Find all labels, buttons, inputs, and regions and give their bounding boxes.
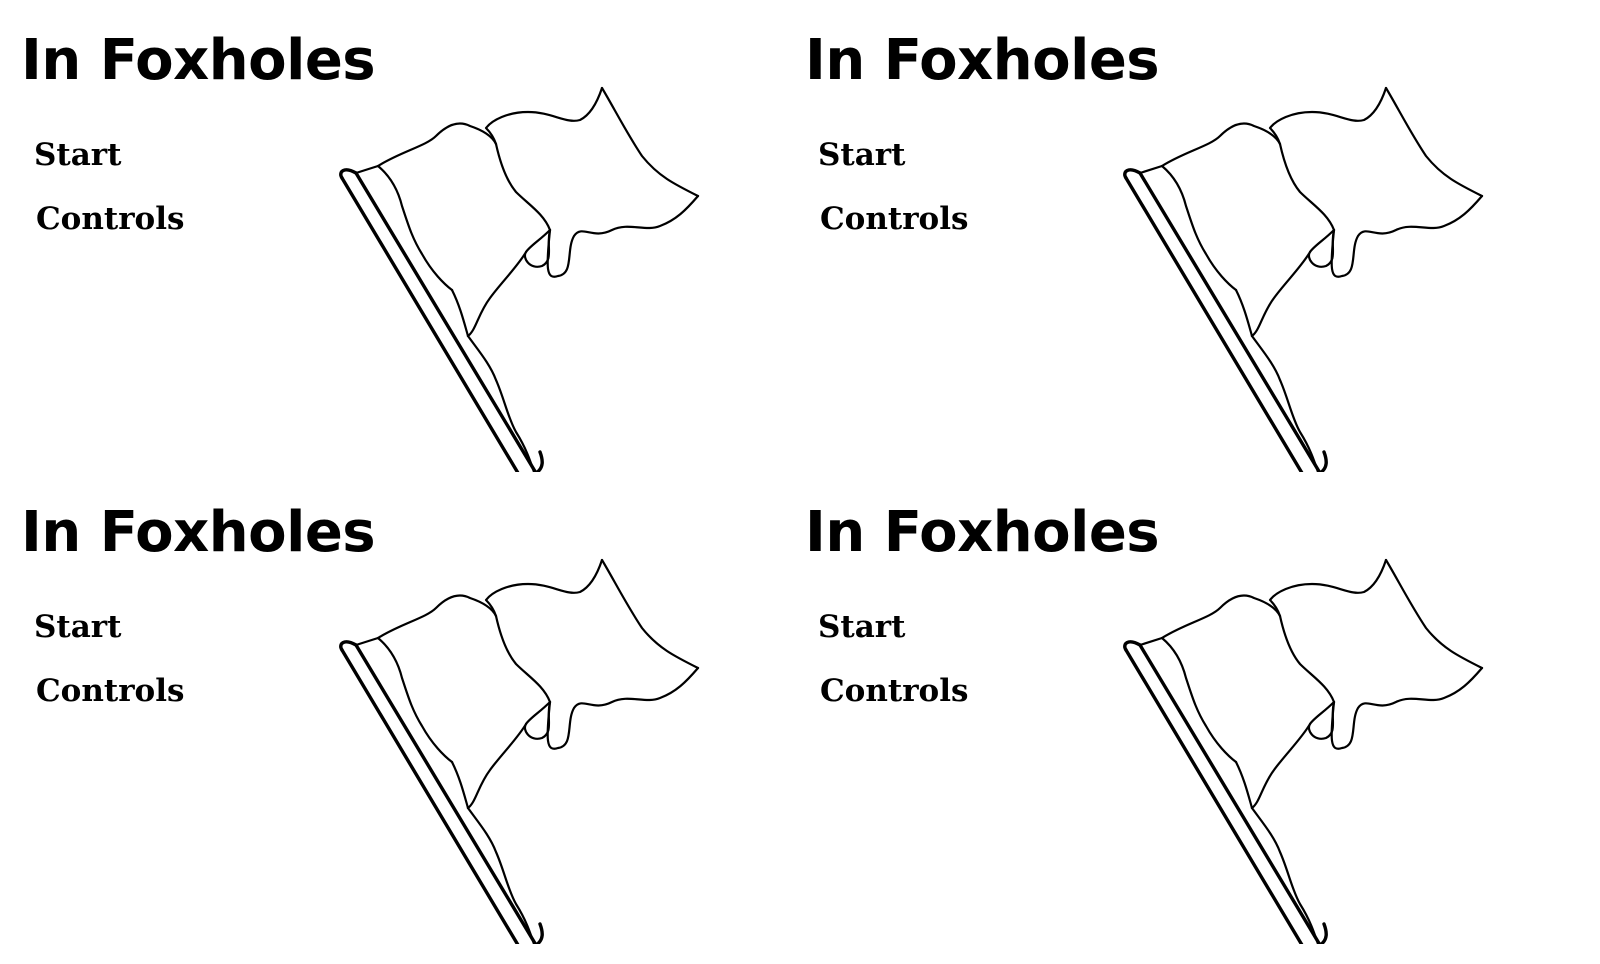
white-flag-icon [1123, 558, 1484, 944]
controls-button[interactable]: Controls [820, 673, 969, 709]
game-title: In Foxholes [805, 28, 1160, 93]
controls-button[interactable]: Controls [820, 201, 969, 237]
controls-button[interactable]: Controls [36, 201, 185, 237]
title-screen-panel: In Foxholes Start Controls [784, 0, 1568, 472]
white-flag-icon [1123, 86, 1484, 472]
white-flag-icon [339, 86, 700, 472]
start-button[interactable]: Start [34, 609, 122, 645]
controls-button[interactable]: Controls [36, 673, 185, 709]
title-screen-panel: In Foxholes Start Controls [784, 472, 1568, 944]
start-button[interactable]: Start [818, 137, 906, 173]
game-title: In Foxholes [805, 500, 1160, 565]
game-title: In Foxholes [21, 500, 376, 565]
game-title: In Foxholes [21, 28, 376, 93]
start-button[interactable]: Start [818, 609, 906, 645]
title-screen-panel: In Foxholes Start Controls [0, 472, 784, 944]
title-screen-panel: In Foxholes Start Controls [0, 0, 784, 472]
start-button[interactable]: Start [34, 137, 122, 173]
white-flag-icon [339, 558, 700, 944]
